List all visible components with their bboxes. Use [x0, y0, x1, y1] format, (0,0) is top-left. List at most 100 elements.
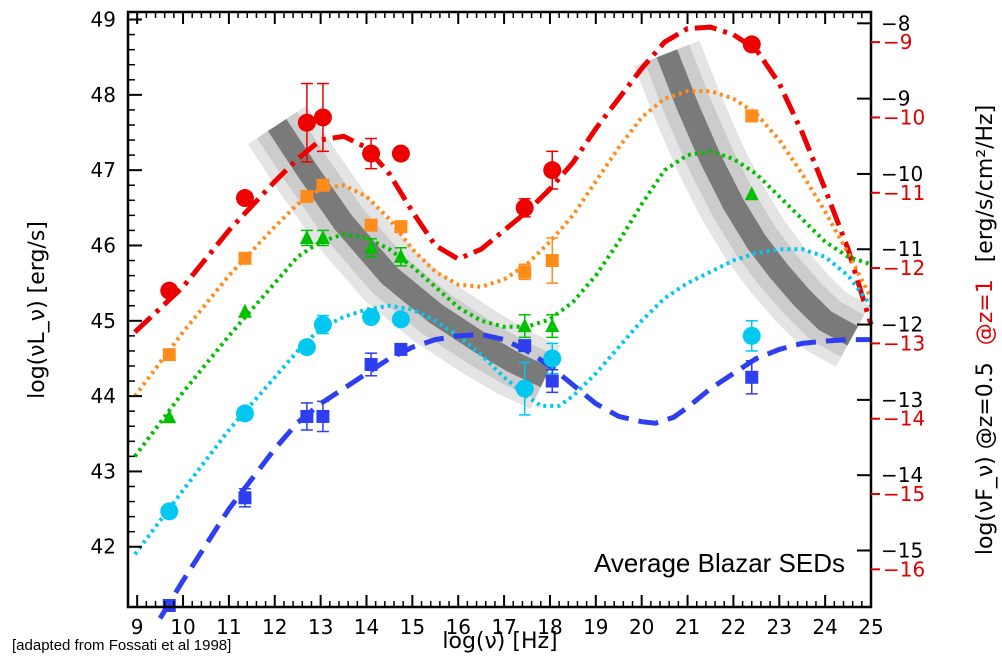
series-3-point	[362, 308, 381, 327]
y-tick-label: 46	[91, 233, 116, 257]
x-tick-label: 22	[721, 615, 746, 639]
chart-title: Average Blazar SEDs	[594, 548, 845, 578]
series-1-point	[238, 251, 252, 265]
series-0-point	[543, 161, 562, 180]
x-tick-label: 21	[675, 615, 700, 639]
right-axis-label-z1: @z=1	[973, 279, 998, 345]
series-0-point	[515, 198, 534, 217]
series-4-point	[316, 409, 330, 423]
right-tick-label-black: −12	[881, 313, 923, 337]
series-0-curve	[133, 24, 874, 334]
x-tick-label: 19	[583, 615, 608, 639]
series-0-point	[742, 35, 761, 54]
series-2-point	[545, 318, 560, 333]
x-tick-label: 16	[445, 615, 470, 639]
series-2-point	[393, 248, 408, 263]
x-tick-label: 18	[537, 615, 562, 639]
y-tick-label: 44	[91, 384, 116, 408]
series-2-point	[237, 303, 252, 318]
series-3-point	[235, 404, 254, 423]
x-tick-label: 17	[491, 615, 516, 639]
series-4-point	[545, 374, 559, 388]
series-1-point	[300, 190, 314, 204]
right-tick-label-black: −9	[881, 87, 910, 111]
right-tick-label-red: −16	[883, 557, 925, 581]
right-tick-label-black: −15	[881, 539, 923, 563]
series-4-point	[364, 357, 378, 371]
series-3-point	[543, 349, 562, 368]
series-2-point	[315, 229, 330, 244]
x-tick-label: 23	[767, 615, 792, 639]
axis-labels: 9 10 11 12 13 14 15 16 17 18 19 20 21 22 23 24 25 42 43 44 4…	[91, 8, 926, 639]
series-2-point	[364, 239, 379, 254]
series-4-point	[394, 342, 408, 356]
series-4-point	[300, 409, 314, 423]
series-3-point	[313, 315, 332, 334]
right-tick-label-red: −14	[883, 407, 925, 431]
series-2-point	[162, 409, 177, 424]
series-0-point	[297, 113, 316, 132]
series-0-point	[362, 144, 381, 163]
x-tick-label: 13	[308, 615, 333, 639]
peak-bands	[247, 40, 870, 409]
series-4-point	[238, 491, 252, 505]
y-tick-label: 49	[91, 8, 116, 32]
x-tick-label: 14	[354, 615, 379, 639]
right-axis-label-z05: log(νF_ν) @z=0.5	[973, 362, 998, 555]
series-4-point	[745, 370, 759, 384]
x-tick-label: 11	[216, 615, 241, 639]
series-3-point	[515, 379, 534, 398]
series-1-point	[162, 348, 176, 362]
series-2-point	[299, 229, 314, 244]
x-tick-label: 12	[262, 615, 287, 639]
right-axis-units: [erg/s/cm²/Hz]	[973, 105, 998, 262]
y-tick-label: 45	[91, 309, 116, 333]
x-axis-title: log(ν) [Hz]	[442, 629, 557, 654]
series-2-point	[744, 186, 759, 201]
plot-frame	[126, 10, 873, 609]
series-4-point	[162, 598, 176, 612]
right-tick-label-red: −13	[883, 331, 925, 355]
y-tick-label: 42	[91, 535, 116, 559]
series-0-point	[391, 144, 410, 163]
x-tick-label: 15	[400, 615, 425, 639]
series-2-curve	[133, 149, 872, 458]
right-tick-label-black: −11	[881, 237, 923, 261]
right-tick-label-red: −10	[883, 105, 925, 129]
x-tick-label: 24	[812, 615, 837, 639]
x-tick-label: 25	[858, 615, 883, 639]
right-tick-label-red: −12	[883, 256, 925, 280]
series-0-point	[313, 108, 332, 127]
source-note: [adapted from Fossati et al 1998]	[12, 637, 232, 654]
right-axis-title: log(νF_ν) @z=0.5 @z=1 [erg/s/cm²/Hz]	[973, 105, 998, 555]
series-1-point	[745, 109, 759, 123]
right-tick-label-red: −15	[883, 482, 925, 506]
x-tick-label: 10	[170, 615, 195, 639]
series-0-point	[160, 281, 179, 300]
series-0-point	[235, 189, 254, 208]
series-1-point	[518, 265, 532, 279]
compton-peak-band-2	[656, 49, 858, 346]
right-tick-label-black: −8	[881, 11, 910, 35]
series-4-point	[518, 339, 532, 353]
right-tick-label-black: −13	[881, 388, 923, 412]
y-tick-label: 43	[91, 459, 116, 483]
x-tick-label: 20	[629, 615, 654, 639]
series-3-point	[742, 326, 761, 345]
data-points	[160, 35, 761, 612]
right-tick-label-black: −14	[881, 463, 923, 487]
right-tick-label-red: −11	[883, 181, 925, 205]
series-2-point	[517, 318, 532, 333]
svg-text:log(νF_ν) @z=0.5 @z=1: log(νF_ν) @z=0.5 @z=1 [erg/s/cm²/Hz]	[973, 105, 998, 555]
series-1-point	[364, 218, 378, 232]
series-3-point	[297, 338, 316, 357]
series-1-point	[394, 220, 408, 234]
y-tick-label: 47	[91, 158, 116, 182]
y-axis-title: log(νL_ν) [erg/s]	[25, 221, 50, 399]
axis-ticks	[128, 12, 880, 607]
series-3-point	[391, 310, 410, 329]
series-1-point	[316, 178, 330, 192]
series-1-point	[545, 254, 559, 268]
x-tick-label: 9	[131, 615, 144, 639]
